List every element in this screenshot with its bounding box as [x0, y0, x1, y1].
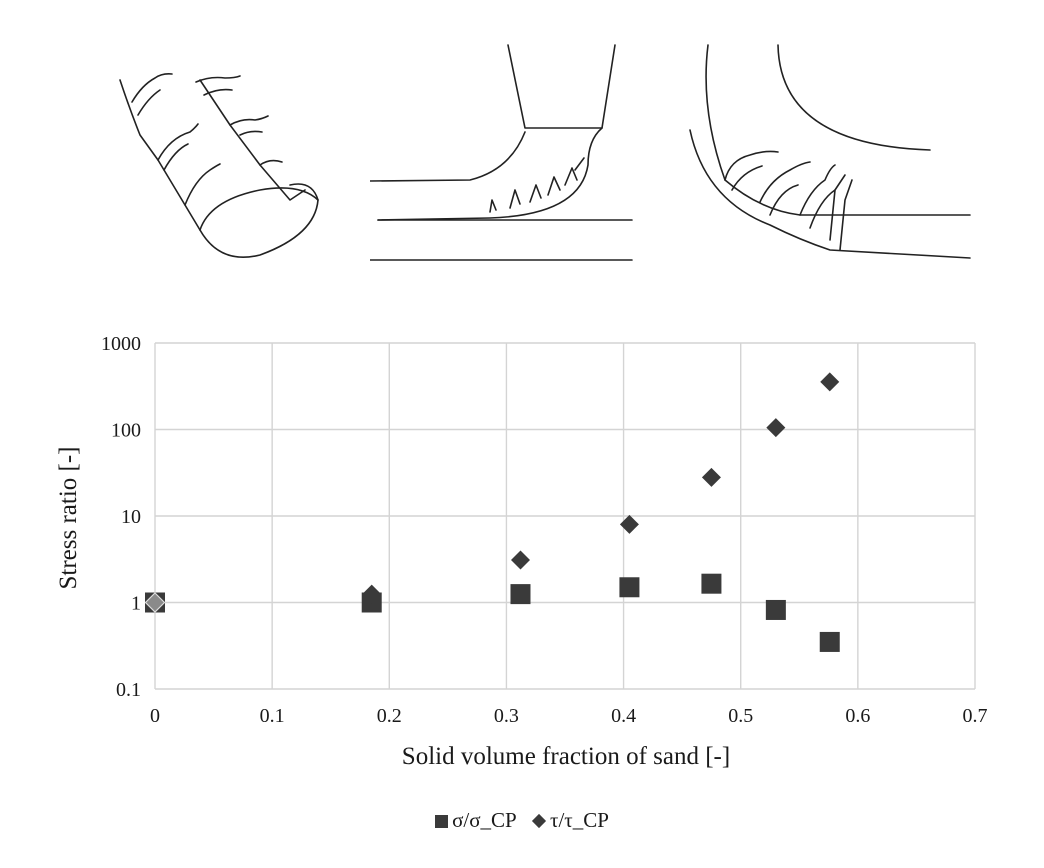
x-tick-labels: 0 0.1 0.2 0.3 0.4 0.5 0.6 0.7 — [150, 705, 988, 727]
x-tick-label: 0.6 — [845, 705, 870, 727]
sketch-cracked-cylinder — [119, 73, 319, 259]
legend-item-sigma: σ/σ_CP — [435, 808, 517, 833]
tau-diamond-marker — [820, 372, 840, 392]
legend: σ/σ_CP τ/τ_CP — [0, 808, 1044, 833]
legend-label-tau: τ/τ_CP — [550, 808, 609, 832]
y-axis-title: Stress ratio [-] — [55, 446, 82, 589]
y-tick-label: 10 — [121, 506, 141, 528]
y-tick-label: 0.1 — [116, 679, 141, 701]
legend-item-tau: τ/τ_CP — [531, 808, 609, 833]
y-tick-label: 1 — [131, 593, 141, 615]
tau-diamond-marker — [701, 467, 721, 487]
legend-label-sigma: σ/σ_CP — [452, 808, 517, 832]
grid-lines — [154, 342, 976, 690]
tau-diamond-marker — [619, 514, 639, 534]
sigma-square-marker — [701, 573, 722, 594]
tau-diamond-marker — [766, 418, 786, 438]
sigma-square-marker — [619, 577, 640, 598]
diamond-marker-icon — [531, 813, 547, 829]
y-tick-labels: 0.1 1 10 100 1000 — [101, 333, 141, 701]
x-tick-label: 0.4 — [611, 705, 636, 727]
square-marker-icon — [435, 815, 449, 828]
scatter-chart: 0.1 1 10 100 1000 0 0.1 0.2 0.3 0.4 0.5 0.6 0.7 Sol… — [55, 333, 988, 770]
sketch-nozzle-bend — [370, 44, 633, 261]
x-tick-label: 0 — [150, 705, 160, 727]
sigma-square-marker — [510, 584, 531, 605]
x-tick-label: 0.5 — [728, 705, 753, 727]
x-tick-label: 0.7 — [963, 705, 988, 727]
y-tick-label: 100 — [111, 420, 141, 442]
x-tick-label: 0.1 — [260, 705, 285, 727]
tau-diamond-marker — [510, 550, 530, 570]
x-axis-title: Solid volume fraction of sand [-] — [402, 743, 730, 770]
sigma-square-marker — [765, 599, 786, 620]
tau-diamond-marker — [144, 592, 166, 613]
sigma-square-marker — [819, 631, 840, 652]
x-tick-label: 0.2 — [377, 705, 402, 727]
data-markers — [144, 372, 840, 652]
y-tick-label: 1000 — [101, 333, 141, 355]
x-tick-label: 0.3 — [494, 705, 519, 727]
tau-diamond-marker — [362, 584, 382, 604]
sketch-curved-slab — [689, 44, 971, 259]
